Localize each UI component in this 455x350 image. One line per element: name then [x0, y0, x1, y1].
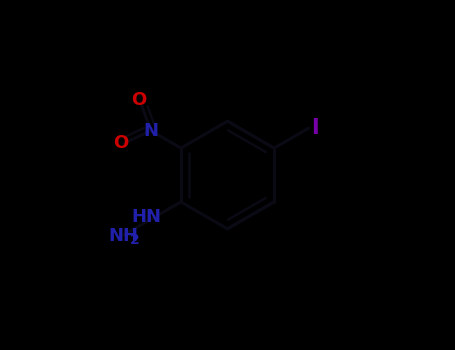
Text: HN: HN: [131, 208, 161, 226]
Text: I: I: [311, 118, 319, 138]
Text: NH: NH: [109, 226, 139, 245]
Text: N: N: [143, 122, 158, 140]
Text: 2: 2: [130, 233, 140, 247]
Text: O: O: [131, 91, 147, 108]
Text: O: O: [113, 134, 128, 152]
